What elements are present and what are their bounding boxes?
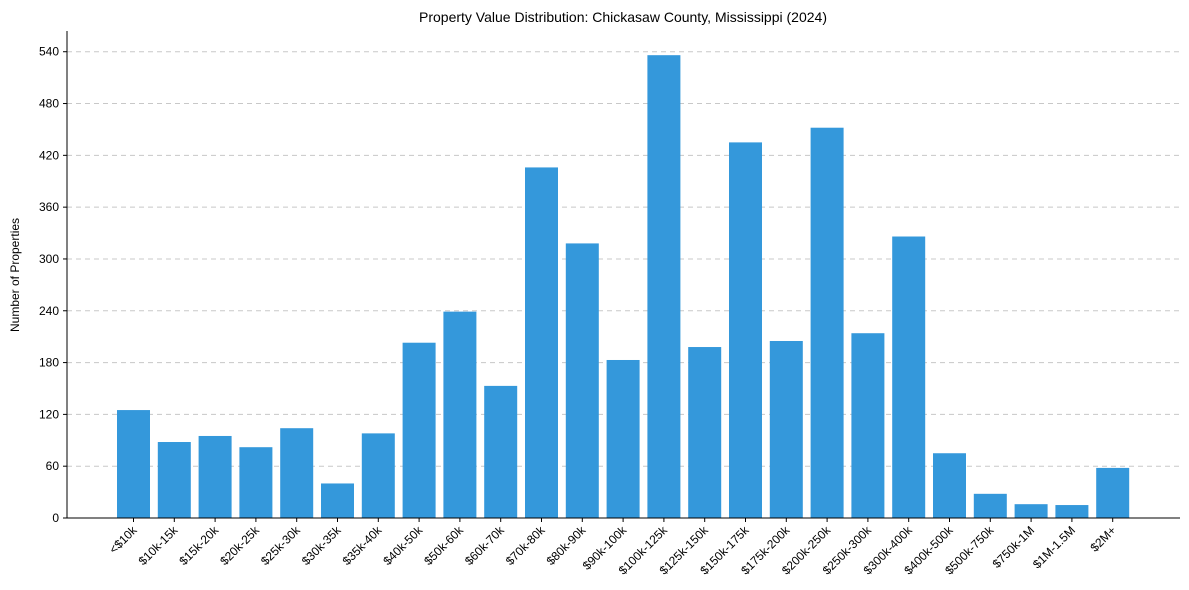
bar xyxy=(892,236,926,519)
x-axis-ticks: <$10k$10k-15k$15k-20k$20k-25k$25k-30k$30… xyxy=(106,518,1119,577)
y-tick-label: 0 xyxy=(52,511,59,525)
bar xyxy=(117,410,150,518)
bar xyxy=(647,55,681,518)
y-tick-label: 180 xyxy=(39,356,59,370)
bar xyxy=(769,340,803,518)
bar xyxy=(157,442,191,518)
y-tick-label: 360 xyxy=(39,200,59,214)
bar xyxy=(239,447,273,518)
bar xyxy=(810,127,844,518)
y-axis-ticks: 0 60 120 180 240 300 360 420 480 540 xyxy=(39,45,67,525)
x-tick-label: $750k-1M xyxy=(990,523,1038,571)
x-tick-label: $30k-35k xyxy=(299,523,345,569)
x-tick-label: $1M-1.5M xyxy=(1030,523,1078,571)
x-tick-label: $50k-60k xyxy=(421,523,467,569)
bar xyxy=(1096,467,1130,518)
y-tick-label: 60 xyxy=(46,459,60,473)
bar xyxy=(443,311,477,518)
bar xyxy=(565,243,599,518)
x-tick-label: $25k-30k xyxy=(258,523,304,569)
y-axis-label: Number of Properties xyxy=(8,218,22,332)
chart-title: Property Value Distribution: Chickasaw C… xyxy=(419,9,827,25)
bar xyxy=(198,435,232,518)
x-tick-label: $35k-40k xyxy=(340,523,386,569)
bar xyxy=(606,359,640,518)
bar xyxy=(402,342,436,518)
y-tick-label: 240 xyxy=(39,304,59,318)
bar xyxy=(729,142,762,518)
bar xyxy=(688,347,722,518)
bar xyxy=(525,167,558,518)
y-tick-label: 300 xyxy=(39,252,59,266)
bar xyxy=(1055,505,1089,518)
bar xyxy=(973,493,1007,518)
x-tick-label: $15k-20k xyxy=(176,523,222,569)
x-tick-label: $40k-50k xyxy=(380,523,426,569)
x-tick-label: <$10k xyxy=(106,523,140,557)
bar xyxy=(933,453,966,518)
gridlines xyxy=(67,51,1180,467)
x-tick-label: $60k-70k xyxy=(462,523,508,569)
bar xyxy=(484,385,518,518)
bar xyxy=(1014,504,1048,518)
y-tick-label: 120 xyxy=(39,407,59,421)
x-tick-label: $20k-25k xyxy=(217,523,263,569)
x-tick-label: $10k-15k xyxy=(136,523,182,569)
bars xyxy=(117,55,1130,519)
bar xyxy=(321,483,354,518)
y-tick-label: 540 xyxy=(39,45,59,59)
bar xyxy=(851,333,885,518)
bar xyxy=(280,428,314,518)
y-tick-label: 420 xyxy=(39,148,59,162)
x-tick-label: $70k-80k xyxy=(503,523,549,569)
bar xyxy=(361,433,395,518)
x-tick-label: $2M+ xyxy=(1087,523,1118,554)
y-tick-label: 480 xyxy=(39,97,59,111)
